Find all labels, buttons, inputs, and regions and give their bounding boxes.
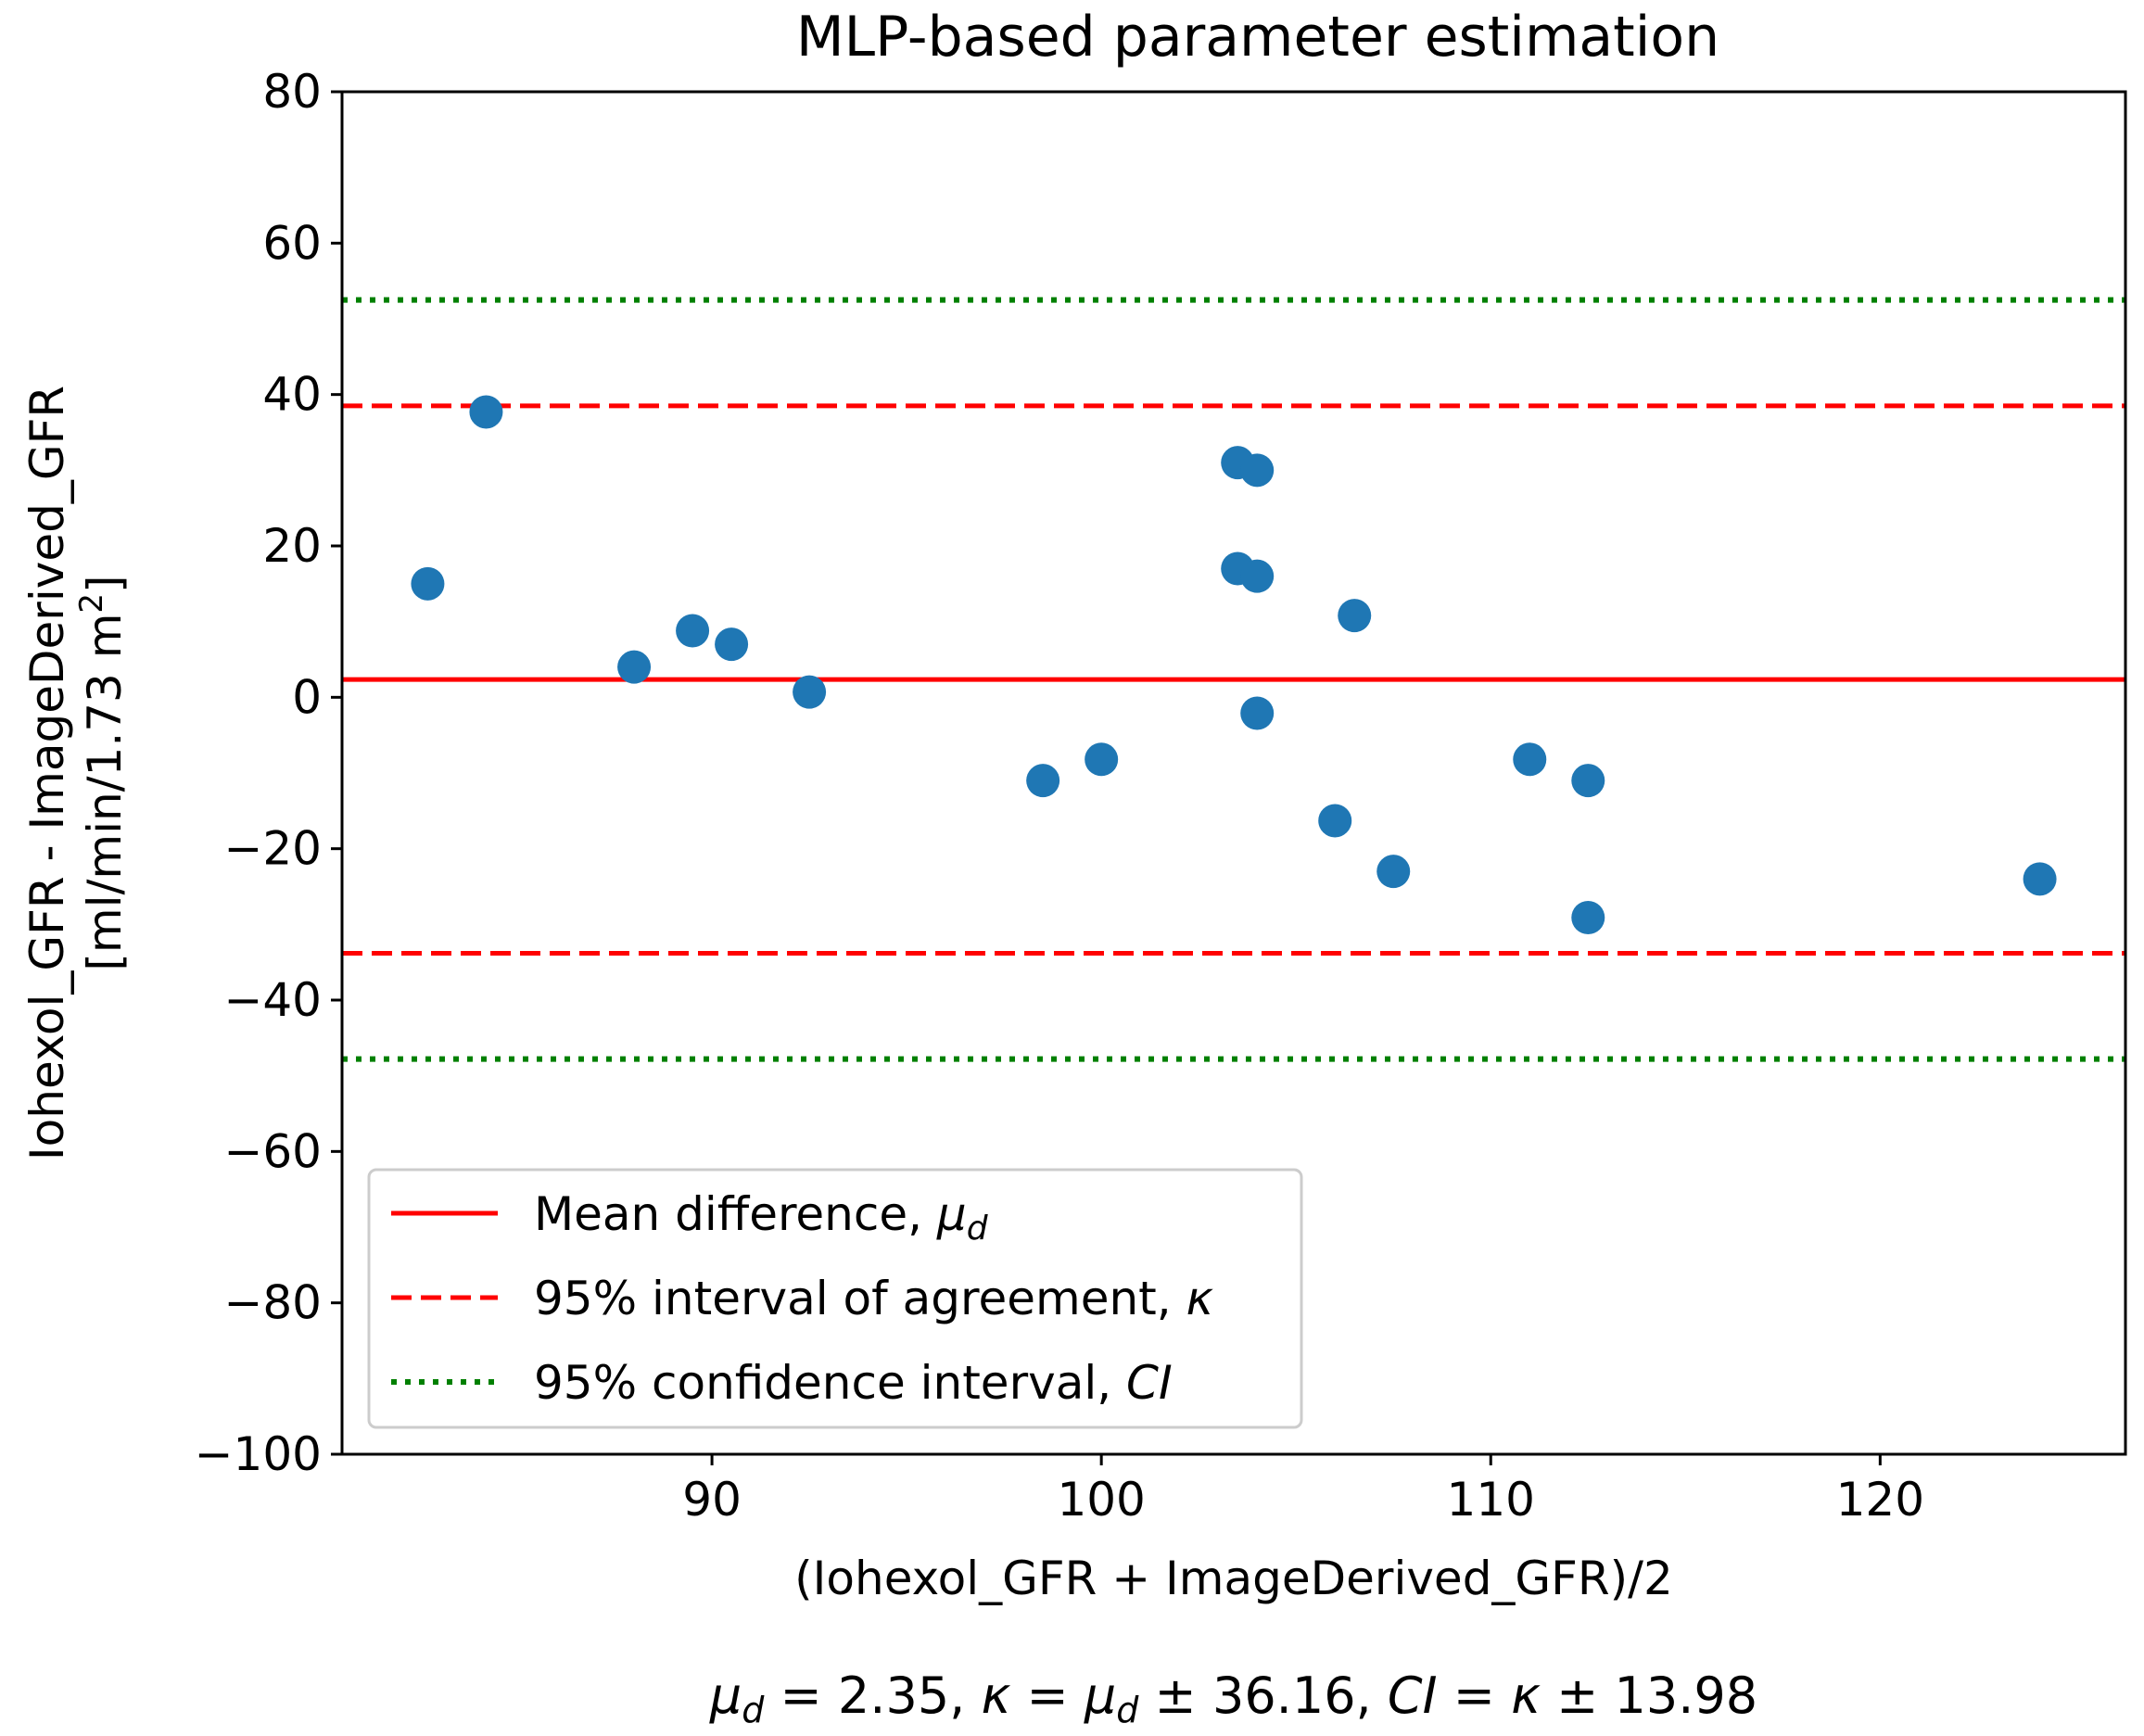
legend: Mean difference, μd 95% interval of agre… (367, 1168, 1303, 1429)
data-points (411, 395, 2057, 934)
chart-title: MLP-based parameter estimation (796, 5, 1719, 70)
y-axis-ticks: 80 60 40 20 0 −20 −40 −60 −80 −100 (195, 65, 342, 1481)
data-point (676, 614, 710, 648)
data-point (1513, 742, 1547, 777)
x-tick-label: 100 (1057, 1473, 1145, 1527)
y-axis-label-line2: [ml/min/1.73 m2] (73, 575, 132, 970)
y-tick-label: 20 (262, 519, 322, 573)
y-axis-label: Iohexol_GFR - ImageDerived_GFR [ml/min/1… (20, 386, 132, 1160)
data-point (1240, 559, 1275, 593)
y-tick-label: 0 (292, 670, 322, 724)
y-tick-label: −40 (223, 973, 322, 1027)
data-point (1571, 900, 1605, 934)
y-tick-label: 80 (262, 65, 322, 119)
x-axis-ticks: 90 100 110 120 (682, 1454, 1924, 1527)
data-point (1240, 453, 1275, 488)
y-tick-label: −100 (195, 1427, 322, 1481)
data-point (1085, 742, 1119, 777)
y-axis-label-line1: Iohexol_GFR - ImageDerived_GFR (20, 386, 74, 1160)
footer-statistics: μd = 2.35, κ = μd ± 36.16, CI = κ ± 13.9… (709, 1666, 1757, 1730)
data-point (411, 566, 445, 601)
data-point (1026, 764, 1060, 798)
data-point (1318, 804, 1352, 838)
data-point (1338, 599, 1372, 633)
y-tick-label: 40 (262, 368, 322, 422)
data-point (617, 650, 652, 684)
legend-confidence-label: 95% confidence interval, CI (534, 1356, 1173, 1410)
x-tick-label: 90 (682, 1473, 742, 1527)
x-tick-label: 110 (1447, 1473, 1535, 1527)
reference-lines (342, 297, 2125, 1062)
data-point (1376, 855, 1411, 889)
y-tick-label: −20 (223, 822, 322, 876)
legend-mean-label: Mean difference, μd (534, 1187, 989, 1248)
data-point (2023, 862, 2057, 896)
data-point (1240, 696, 1275, 730)
x-tick-label: 120 (1836, 1473, 1924, 1527)
data-point (1571, 764, 1605, 798)
x-axis-label: (Iohexol_GFR + ImageDerived_GFR)/2 (794, 1552, 1673, 1605)
y-tick-label: −80 (223, 1276, 322, 1330)
y-tick-label: −60 (223, 1124, 322, 1178)
data-point (793, 675, 827, 709)
plot-frame (340, 90, 2127, 1456)
data-point (715, 627, 749, 662)
data-point (469, 395, 503, 429)
legend-box (367, 1168, 1303, 1429)
y-tick-label: 60 (262, 216, 322, 270)
legend-agreement-label: 95% interval of agreement, κ (534, 1272, 1214, 1325)
